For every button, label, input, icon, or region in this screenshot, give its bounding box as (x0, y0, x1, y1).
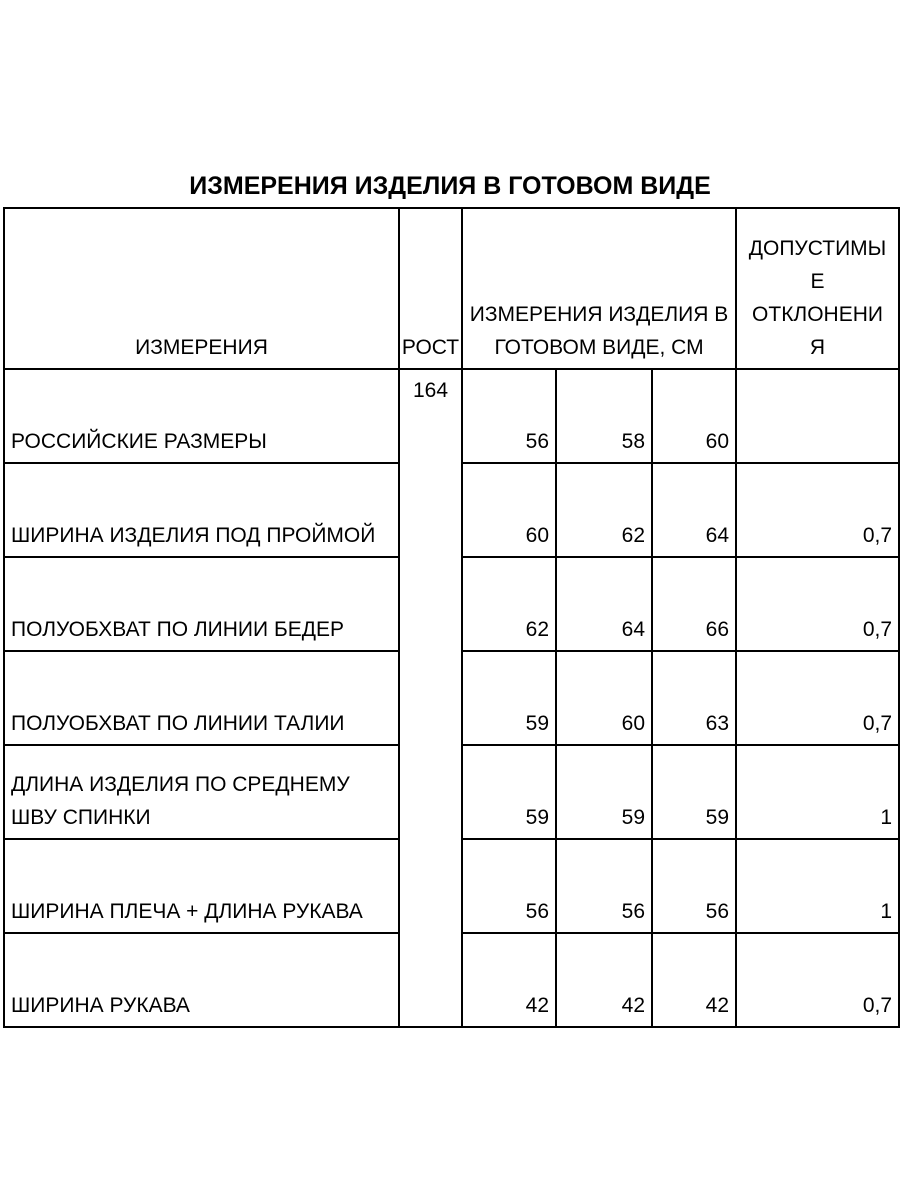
value-cell: 64 (650, 462, 738, 558)
value-cell: 62 (461, 556, 557, 652)
tolerance-cell: 1 (735, 744, 900, 840)
header-values: ИЗМЕРЕНИЯ ИЗДЕЛИЯ В ГОТОВОМ ВИДЕ, СМ (460, 207, 738, 370)
measurements-table: ИЗМЕРЕНИЯ РОСТ ИЗМЕРЕНИЯ ИЗДЕЛИЯ В ГОТОВ… (3, 207, 900, 1028)
value-cell: 42 (555, 932, 653, 1028)
value-cell: 59 (650, 744, 738, 840)
measurement-name: РОССИЙСКИЕ РАЗМЕРЫ (3, 368, 400, 464)
tolerance-cell: 1 (735, 838, 900, 934)
value-cell: 60 (461, 462, 557, 558)
page-title: ИЗМЕРЕНИЯ ИЗДЕЛИЯ В ГОТОВОМ ВИДЕ (189, 172, 711, 200)
value-cell: 64 (555, 556, 653, 652)
tolerance-cell: 0,7 (735, 462, 900, 558)
value-cell: 59 (555, 744, 653, 840)
value-cell: 56 (461, 368, 557, 464)
table-row: ПОЛУОБХВАТ ПО ЛИНИИ ТАЛИИ 59 60 63 0,7 (3, 650, 900, 746)
measurement-name: ШИРИНА ИЗДЕЛИЯ ПОД ПРОЙМОЙ (3, 462, 400, 558)
header-measurement: ИЗМЕРЕНИЯ (3, 207, 400, 370)
value-cell: 60 (650, 368, 738, 464)
measurement-name: ШИРИНА РУКАВА (3, 932, 400, 1028)
value-cell: 56 (555, 838, 653, 934)
table-row: РОССИЙСКИЕ РАЗМЕРЫ 164 56 58 60 (3, 368, 900, 1028)
measurement-name: ПОЛУОБХВАТ ПО ЛИНИИ ТАЛИИ (3, 650, 400, 746)
value-cell: 42 (461, 932, 557, 1028)
table-row: ДЛИНА ИЗДЕЛИЯ ПО СРЕДНЕМУ ШВУ СПИНКИ 59 59… (3, 744, 900, 840)
measurement-name: ШИРИНА ПЛЕЧА + ДЛИНА РУКАВА (3, 838, 400, 934)
tolerance-cell: 0,7 (735, 650, 900, 746)
value-cell: 56 (461, 838, 557, 934)
tolerance-cell (735, 368, 900, 464)
value-cell: 42 (650, 932, 738, 1028)
table-row: ПОЛУОБХВАТ ПО ЛИНИИ БЕДЕР 62 64 66 0,7 (3, 556, 900, 652)
value-cell: 66 (650, 556, 738, 652)
height-value: 164 (398, 368, 463, 1028)
tolerance-cell: 0,7 (735, 932, 900, 1028)
table-row: ШИРИНА ИЗДЕЛИЯ ПОД ПРОЙМОЙ 60 62 64 0,7 (3, 462, 900, 558)
table-row: ШИРИНА РУКАВА 42 42 42 0,7 (3, 932, 900, 1028)
value-cell: 59 (461, 650, 557, 746)
measurement-name: ДЛИНА ИЗДЕЛИЯ ПО СРЕДНЕМУ ШВУ СПИНКИ (3, 744, 400, 840)
header-tolerance: ДОПУСТИМЫ Е ОТКЛОНЕНИ Я (735, 207, 900, 370)
value-cell: 62 (555, 462, 653, 558)
value-cell: 60 (555, 650, 653, 746)
measurement-name: ПОЛУОБХВАТ ПО ЛИНИИ БЕДЕР (3, 556, 400, 652)
table-row: ШИРИНА ПЛЕЧА + ДЛИНА РУКАВА 56 56 56 1 (3, 838, 900, 934)
value-cell: 58 (555, 368, 653, 464)
value-cell: 63 (650, 650, 738, 746)
value-cell: 56 (650, 838, 738, 934)
value-cell: 59 (461, 744, 557, 840)
tolerance-cell: 0,7 (735, 556, 900, 652)
header-row: ИЗМЕРЕНИЯ РОСТ ИЗМЕРЕНИЯ ИЗДЕЛИЯ В ГОТОВ… (3, 207, 900, 370)
header-height: РОСТ (398, 207, 463, 370)
